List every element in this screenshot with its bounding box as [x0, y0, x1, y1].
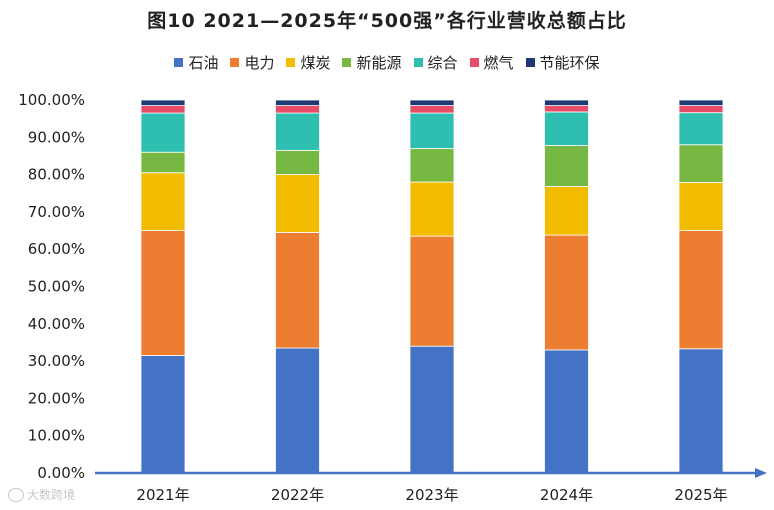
bar-segment	[140, 355, 186, 474]
bar-segment	[275, 112, 320, 151]
legend-swatch	[286, 58, 296, 67]
chart-legend: 石油 电力 煤炭 新能源 综合 燃气 节能环保	[0, 52, 774, 73]
y-tick-label: 70.00%	[28, 203, 85, 221]
bar-segment	[140, 230, 186, 356]
chart-title: 图10 2021—2025年“500强”各行业营收总额占比	[147, 10, 627, 32]
bar-segment	[678, 99, 724, 106]
bar-segment	[678, 348, 724, 474]
legend-label: 新能源	[356, 54, 402, 72]
x-category-label: 2024年	[540, 486, 593, 504]
legend-swatch	[230, 58, 240, 67]
bar-segment	[409, 112, 455, 149]
bar-segment	[275, 174, 320, 233]
x-category-label: 2022年	[271, 486, 324, 504]
bar-segment	[409, 181, 455, 237]
bar-segment	[275, 149, 320, 175]
y-tick-label: 0.00%	[37, 464, 85, 482]
bar-segment	[678, 182, 724, 231]
bar-segment	[140, 105, 186, 114]
watermark-logo-icon	[8, 487, 24, 502]
legend-swatch	[469, 58, 479, 67]
bar-segment	[140, 99, 186, 106]
legend-item: 新能源	[342, 52, 402, 73]
bar-segment	[544, 234, 589, 351]
bar-segment	[544, 349, 589, 474]
bar-segment	[544, 186, 589, 236]
bar-segment	[140, 151, 186, 174]
bar-segment	[678, 112, 724, 146]
bar-segment	[544, 99, 589, 106]
y-tick-label: 10.00%	[28, 427, 85, 445]
watermark-text: 大数跨境	[27, 488, 76, 502]
bar-segment	[409, 105, 455, 114]
y-tick-label: 100.00%	[18, 91, 85, 109]
bar-segment	[409, 235, 455, 347]
y-tick-label: 50.00%	[28, 278, 85, 296]
x-axis-arrow-icon	[755, 468, 767, 478]
bar-segment	[275, 99, 320, 106]
bar-segment	[544, 105, 589, 113]
bar-segment	[409, 99, 455, 106]
legend-item: 石油	[174, 52, 218, 73]
legend-swatch	[413, 58, 423, 67]
legend-item: 煤炭	[286, 52, 330, 73]
legend-swatch	[525, 58, 535, 67]
bar-segment	[678, 105, 724, 114]
y-tick-label: 30.00%	[28, 352, 85, 370]
bar-segment	[678, 230, 724, 350]
bar-segment	[678, 144, 724, 183]
bar-segment	[275, 232, 320, 349]
bar-segment	[275, 347, 320, 474]
legend-item: 综合	[413, 52, 458, 73]
y-tick-label: 90.00%	[28, 128, 85, 146]
legend-label: 电力	[244, 54, 275, 72]
y-tick-label: 20.00%	[28, 389, 85, 407]
bar-segment	[140, 172, 186, 231]
legend-item: 节能环保	[525, 52, 600, 73]
bar-segment	[544, 145, 589, 187]
x-category-label: 2021年	[136, 486, 189, 504]
watermark: 大数跨境	[8, 486, 75, 503]
y-tick-label: 60.00%	[28, 240, 85, 258]
legend-item: 电力	[230, 52, 274, 73]
bar-segment	[275, 105, 320, 114]
bar-segment	[409, 345, 455, 474]
bar-segment	[140, 112, 186, 153]
legend-label: 节能环保	[539, 54, 600, 72]
x-category-label: 2025年	[674, 486, 727, 504]
bar-segment	[544, 111, 589, 146]
legend-label: 综合	[427, 54, 458, 72]
legend-swatch	[174, 58, 184, 67]
legend-label: 燃气	[483, 54, 514, 72]
y-tick-label: 80.00%	[28, 166, 85, 184]
legend-label: 石油	[188, 54, 219, 72]
x-category-label: 2023年	[405, 486, 458, 504]
legend-label: 煤炭	[300, 54, 331, 72]
legend-swatch	[342, 58, 352, 67]
y-tick-label: 40.00%	[28, 315, 85, 333]
legend-item: 燃气	[469, 52, 514, 73]
bar-segment	[409, 148, 455, 183]
